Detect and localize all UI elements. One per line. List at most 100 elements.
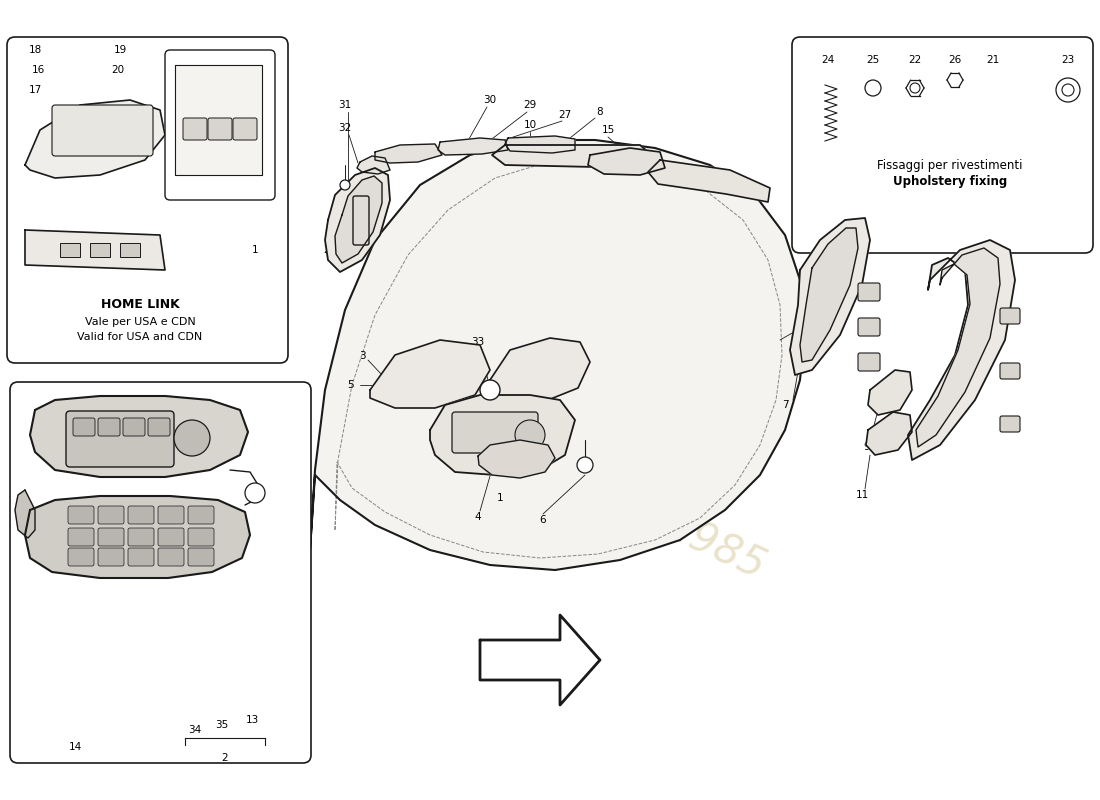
FancyBboxPatch shape [452,412,538,453]
Text: 3: 3 [359,351,365,361]
FancyBboxPatch shape [858,283,880,301]
Polygon shape [25,100,165,178]
FancyBboxPatch shape [1000,308,1020,324]
FancyBboxPatch shape [1000,363,1020,379]
FancyBboxPatch shape [858,353,880,371]
FancyBboxPatch shape [7,37,288,363]
FancyBboxPatch shape [68,528,94,546]
Polygon shape [868,370,912,415]
Circle shape [578,457,593,473]
FancyBboxPatch shape [123,418,145,436]
Text: 7: 7 [782,400,789,410]
Text: 19: 19 [113,45,127,55]
Text: 31: 31 [339,100,352,110]
Polygon shape [375,144,442,163]
Text: 20: 20 [111,65,124,75]
Polygon shape [908,240,1015,460]
Polygon shape [324,168,390,272]
Text: 1: 1 [252,245,258,255]
Text: 25: 25 [867,55,880,65]
Polygon shape [370,340,490,408]
Text: 18: 18 [29,45,42,55]
Polygon shape [25,230,165,270]
FancyBboxPatch shape [66,411,174,467]
FancyBboxPatch shape [68,548,94,566]
Text: 22: 22 [909,55,922,65]
Text: Fissaggi per rivestimenti: Fissaggi per rivestimenti [878,158,1023,171]
Polygon shape [916,248,1000,447]
Circle shape [865,80,881,96]
FancyBboxPatch shape [158,506,184,524]
Polygon shape [15,490,35,538]
Text: since 1985: since 1985 [548,453,772,587]
FancyBboxPatch shape [68,506,94,524]
FancyBboxPatch shape [208,118,232,140]
Polygon shape [492,145,654,168]
Circle shape [340,180,350,190]
FancyBboxPatch shape [353,196,369,245]
Polygon shape [478,440,556,478]
Polygon shape [175,65,262,175]
FancyBboxPatch shape [98,418,120,436]
FancyBboxPatch shape [128,548,154,566]
Text: 30: 30 [483,95,496,105]
Polygon shape [588,148,666,175]
Polygon shape [25,496,250,578]
Text: Vale per USA e CDN: Vale per USA e CDN [85,317,196,327]
Text: 11: 11 [856,490,869,500]
FancyBboxPatch shape [188,506,214,524]
FancyBboxPatch shape [188,548,214,566]
Text: 5: 5 [346,380,353,390]
FancyBboxPatch shape [792,37,1093,253]
FancyBboxPatch shape [148,418,170,436]
Polygon shape [866,412,912,455]
Polygon shape [30,396,248,477]
Polygon shape [480,615,600,705]
Text: 33: 33 [472,337,485,347]
Polygon shape [358,156,390,174]
Circle shape [515,420,544,450]
FancyBboxPatch shape [183,118,207,140]
FancyBboxPatch shape [98,548,124,566]
Polygon shape [310,140,805,570]
Text: 34: 34 [188,725,201,735]
Text: 12: 12 [813,305,826,315]
Text: 6: 6 [540,515,547,525]
Polygon shape [505,136,575,153]
FancyBboxPatch shape [128,528,154,546]
Text: 24: 24 [822,55,835,65]
Circle shape [1056,78,1080,102]
FancyBboxPatch shape [158,528,184,546]
Text: 32: 32 [339,123,352,133]
FancyBboxPatch shape [188,528,214,546]
FancyBboxPatch shape [52,105,153,156]
Polygon shape [490,338,590,400]
FancyBboxPatch shape [73,418,95,436]
Polygon shape [430,395,575,475]
Circle shape [1062,84,1074,96]
FancyBboxPatch shape [233,118,257,140]
FancyBboxPatch shape [1000,416,1020,432]
FancyBboxPatch shape [128,506,154,524]
Text: 16: 16 [32,65,45,75]
Polygon shape [438,138,508,155]
Text: 15: 15 [602,125,615,135]
Text: 26: 26 [948,55,961,65]
Text: 4: 4 [475,512,482,522]
Text: 9: 9 [864,442,870,452]
Text: 29: 29 [524,100,537,110]
FancyBboxPatch shape [165,50,275,200]
Polygon shape [648,160,770,202]
Text: 35: 35 [216,720,229,730]
Text: Upholstery fixing: Upholstery fixing [893,175,1008,189]
Bar [120,243,140,257]
Text: 14: 14 [68,742,81,752]
Text: 21: 21 [987,55,1000,65]
Polygon shape [790,218,870,375]
Text: 8: 8 [596,107,603,117]
FancyBboxPatch shape [10,382,311,763]
Text: 16: 16 [239,57,252,67]
Circle shape [174,420,210,456]
Text: 1: 1 [497,493,504,503]
Polygon shape [336,176,382,263]
